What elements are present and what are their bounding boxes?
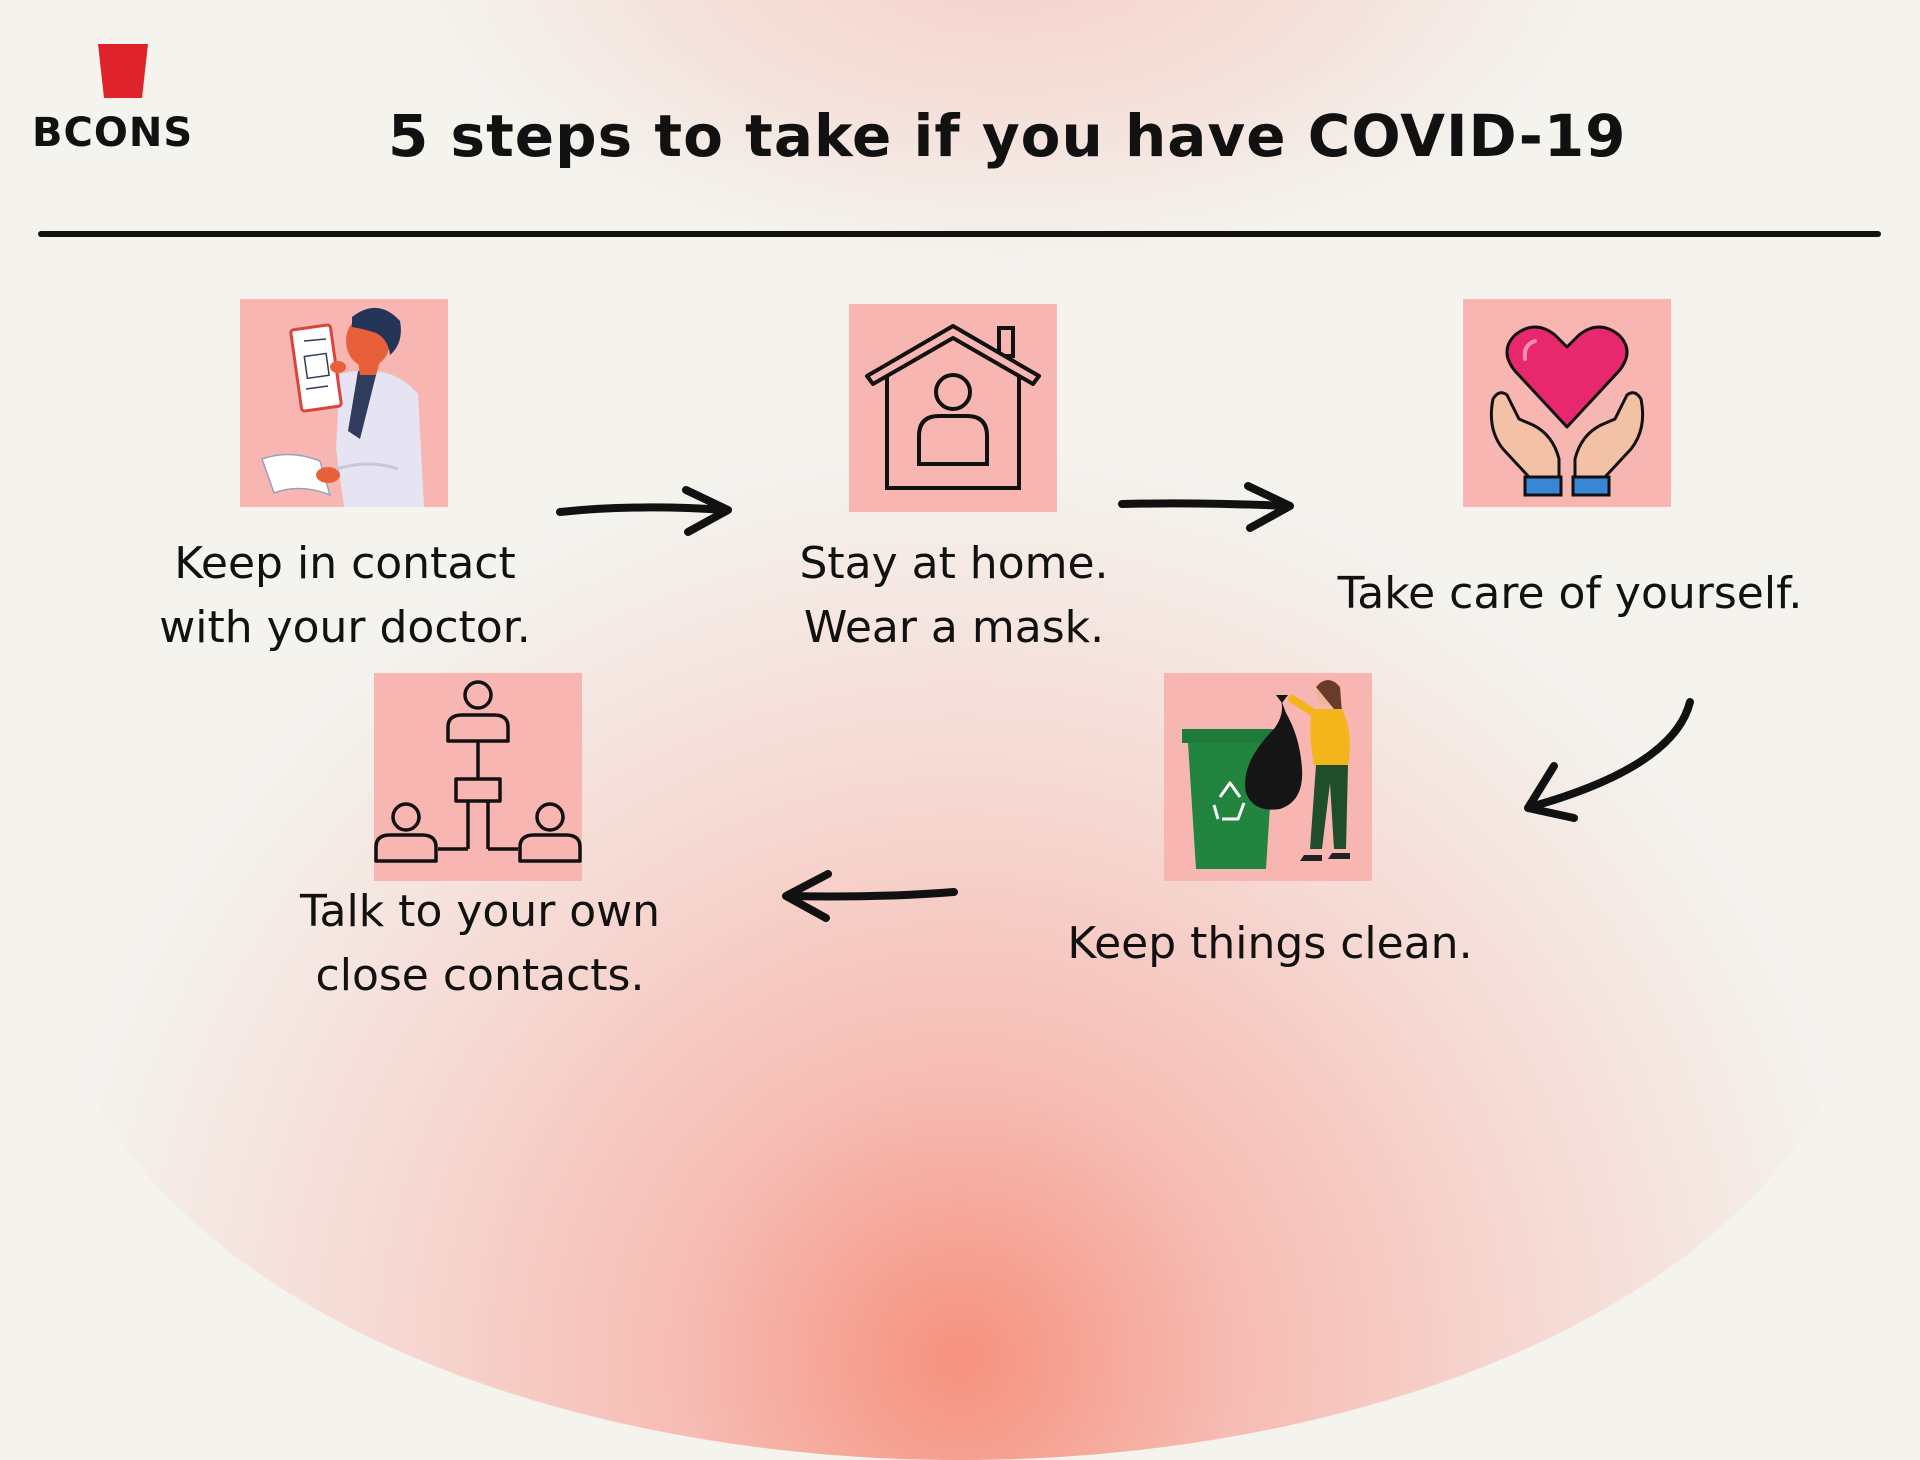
doctor-icon [261, 307, 424, 507]
step-1-line-1: Keep in contact [174, 538, 516, 589]
house-icon [865, 324, 1041, 490]
logo-text: BCONS [32, 110, 194, 156]
arrow-left-icon [782, 870, 958, 922]
step-5-line-1: Talk to your own [299, 886, 661, 937]
step-5-caption: Talk to your own close contacts. [250, 880, 710, 1008]
exclamation-mark-icon [98, 44, 148, 98]
step-2-tile [849, 304, 1057, 512]
step-1-caption: Keep in contact with your doctor. [130, 532, 560, 660]
step-2-line-1: Stay at home. [799, 538, 1109, 589]
step-1-tile [240, 299, 448, 507]
step-4-caption: Keep things clean. [1010, 912, 1530, 976]
step-5-tile [374, 673, 582, 881]
step-2-caption: Stay at home. Wear a mask. [744, 532, 1164, 660]
step-4-tile [1164, 673, 1372, 881]
step-3-line-1: Take care of yourself. [1337, 568, 1803, 619]
contacts-network-icon [374, 680, 582, 863]
step-2-line-2: Wear a mask. [803, 602, 1105, 653]
step-3-caption: Take care of yourself. [1300, 562, 1840, 626]
step-3-tile [1463, 299, 1671, 507]
title-divider [38, 231, 1881, 237]
trash-bin-icon [1182, 680, 1350, 869]
arrow-right-icon [556, 486, 732, 536]
arrow-right-icon [1118, 482, 1294, 532]
bcons-logo: BCONS [30, 40, 200, 160]
arrow-curved-icon [1524, 698, 1694, 822]
page-title: 5 steps to take if you have COVID-19 [388, 102, 1627, 170]
step-1-line-2: with your doctor. [159, 602, 531, 653]
step-5-line-2: close contacts. [315, 950, 645, 1001]
heart-hands-icon [1489, 325, 1645, 497]
step-4-line-1: Keep things clean. [1067, 918, 1473, 969]
